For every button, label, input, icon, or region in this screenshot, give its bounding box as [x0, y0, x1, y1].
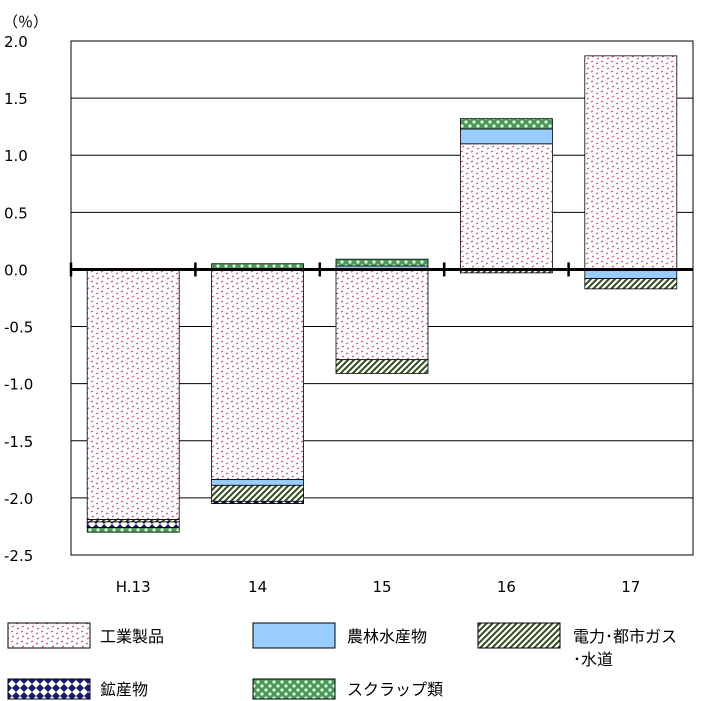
legend-swatch-mineral [7, 678, 91, 700]
x-tick-label: 14 [248, 578, 267, 596]
x-axis-ticks: H.13 14 15 16 17 [116, 578, 641, 596]
y-tick-label: -2.5 [4, 547, 33, 565]
bar-agri [211, 479, 305, 486]
bar-scrap [86, 527, 180, 533]
bar-industrial [86, 269, 180, 520]
legend-item-mineral: 鉱産物 [7, 678, 148, 700]
bar-utility [335, 359, 429, 374]
legend-swatch-scrap [252, 678, 336, 700]
bar-scrap [459, 118, 553, 130]
x-tick-label: 15 [372, 578, 391, 596]
legend-label-utility-line1: 電力･都市ガス [573, 627, 677, 646]
bar-utility [584, 278, 678, 290]
bar-agri [459, 128, 553, 145]
y-tick-label: 0.0 [4, 261, 28, 279]
bar-industrial [335, 269, 429, 361]
x-tick-label: 16 [497, 578, 516, 596]
legend-swatch-agri [252, 622, 336, 649]
legend-label-utility-line2: ･水道 [573, 650, 613, 669]
legend-item-scrap: スクラップ類 [252, 678, 443, 700]
y-tick-label: -1.5 [4, 433, 33, 451]
y-tick-label: 1.5 [4, 90, 28, 108]
legend-label-agri: 農林水産物 [347, 627, 427, 646]
bar-industrial [584, 55, 678, 270]
x-tick-label: 17 [621, 578, 640, 596]
y-tick-label: 1.0 [4, 147, 28, 165]
legend-swatch-utility [477, 622, 561, 649]
bar-mineral [86, 521, 180, 528]
legend-item-industrial: 工業製品 [7, 622, 164, 649]
y-tick-label: 0.5 [4, 204, 28, 222]
plot-frame [70, 40, 694, 556]
legend-label-industrial: 工業製品 [100, 627, 164, 646]
bars [86, 55, 678, 533]
bar-scrap [335, 258, 429, 267]
legend: 工業製品 農林水産物 電力･都市ガス ･水道 鉱産物 スクラップ類 [7, 622, 677, 700]
y-tick-label: 2.0 [4, 33, 28, 51]
legend-swatch-industrial [7, 622, 91, 649]
legend-label-mineral: 鉱産物 [100, 680, 148, 699]
bar-industrial [211, 269, 305, 481]
x-tick-label: H.13 [116, 578, 151, 596]
bar-utility [211, 484, 305, 502]
bar-industrial [459, 143, 553, 270]
y-tick-label: -1.0 [4, 376, 33, 394]
legend-item-utility: 電力･都市ガス ･水道 [477, 622, 677, 669]
legend-label-scrap: スクラップ類 [347, 680, 443, 699]
y-tick-label: -2.0 [4, 490, 33, 508]
bar-mineral [211, 500, 305, 504]
unit-label: （％） [3, 13, 48, 31]
y-axis-ticks: 2.0 1.5 1.0 0.5 0.0 -0.5 -1.0 -1.5 -2.0 -2.5 [4, 33, 33, 565]
legend-item-agri: 農林水産物 [252, 622, 427, 649]
y-tick-label: -0.5 [4, 319, 33, 337]
axes [69, 40, 694, 556]
